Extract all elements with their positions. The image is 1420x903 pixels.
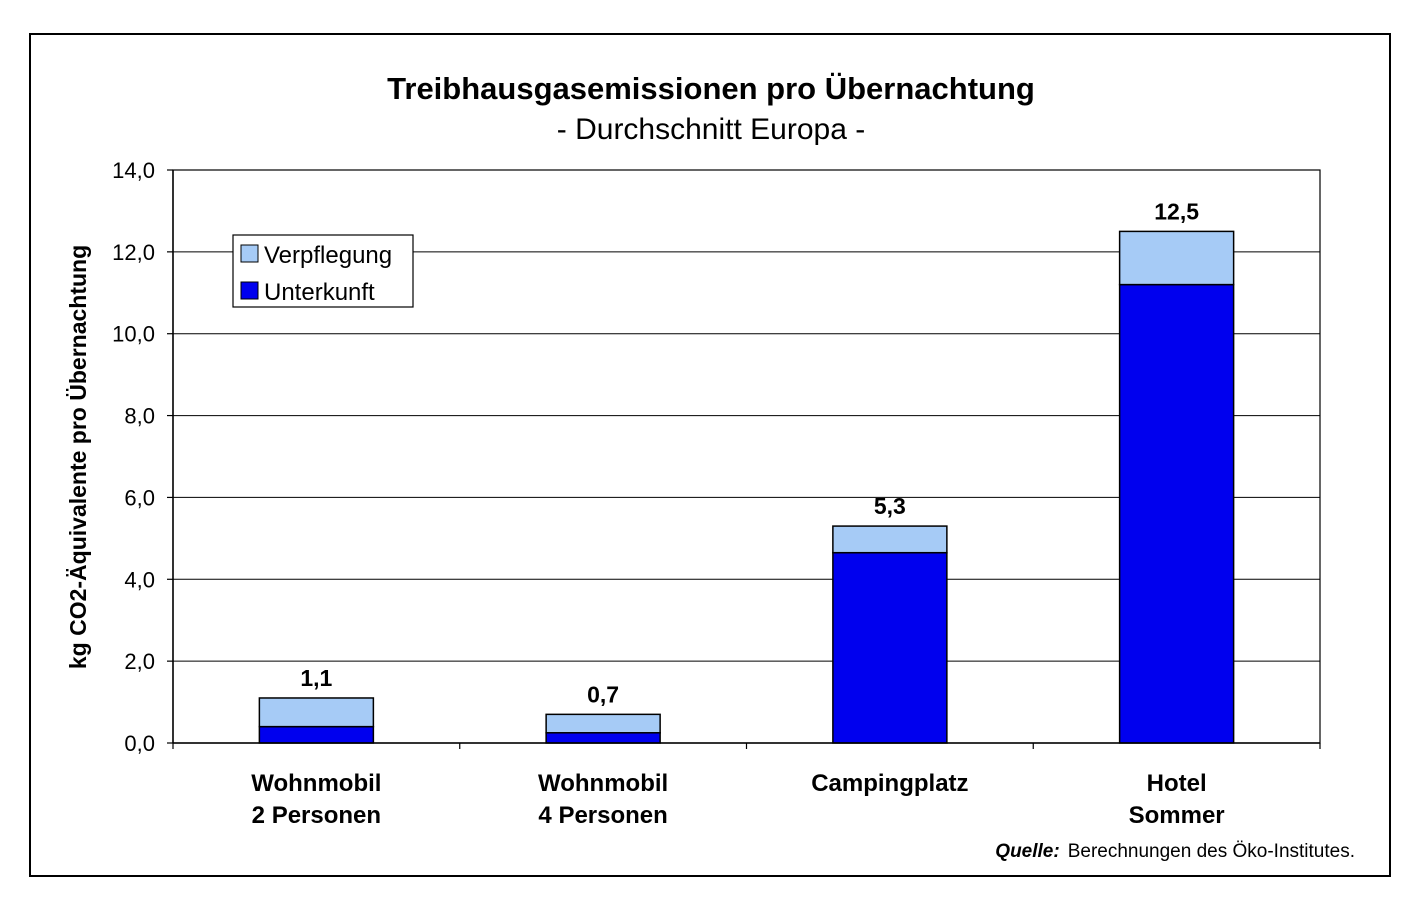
bar-segment-unterkunft — [1118, 283, 1235, 744]
source-text: Berechnungen des Öko-Institutes. — [1068, 841, 1355, 862]
y-tick-labels: 0,0 2,0 4,0 6,0 8,0 10,0 12,0 14,0 — [112, 158, 155, 756]
x-category-label-line: Sommer — [1129, 802, 1225, 829]
y-tick-label: 8,0 — [124, 404, 155, 429]
bar-segment-unterkunft — [545, 732, 661, 744]
x-category-label: Wohnmobil 2 Personen — [251, 770, 381, 829]
legend-swatch-verpflegung — [240, 244, 259, 263]
y-tick-label: 6,0 — [124, 485, 155, 510]
y-tick-label: 14,0 — [112, 158, 155, 183]
data-label-total: 5,3 — [874, 493, 906, 519]
y-tick-label: 2,0 — [124, 649, 155, 674]
bars — [258, 230, 1235, 744]
x-category-label: Wohnmobil 4 Personen — [538, 770, 668, 829]
data-label-total: 0,7 — [587, 681, 619, 707]
x-category-label-line: Hotel — [1147, 770, 1207, 797]
data-label-total: 1,1 — [300, 665, 332, 691]
data-label-total: 12,5 — [1154, 198, 1199, 224]
x-category-label: Campingplatz — [811, 770, 968, 797]
legend-box — [232, 234, 414, 308]
chart-subtitle: - Durchschnitt Europa - — [557, 113, 865, 146]
legend-label-unterkunft: Unterkunft — [264, 279, 375, 306]
source-note: Quelle: Berechnungen des Öko-Institutes. — [995, 841, 1355, 862]
bar-segment-unterkunft — [832, 551, 948, 744]
bar-segment-unterkunft — [258, 725, 375, 744]
axes — [167, 169, 1321, 749]
x-category-label-line: Wohnmobil — [538, 770, 668, 797]
x-category-label-line: 4 Personen — [538, 802, 667, 829]
x-category-label-line: Campingplatz — [811, 770, 968, 797]
y-tick-label: 12,0 — [112, 240, 155, 265]
x-category-label: Hotel Sommer — [1129, 770, 1225, 829]
bar-segment-verpflegung — [545, 713, 661, 734]
legend: Verpflegung Unterkunft — [232, 234, 414, 308]
x-category-label-line: Wohnmobil — [251, 770, 381, 797]
legend-label-verpflegung: Verpflegung — [264, 242, 392, 269]
chart-frame — [29, 33, 1391, 877]
x-category-labels: Wohnmobil 2 Personen Wohnmobil 4 Personen Ca… — [251, 770, 1224, 829]
y-tick-label: 4,0 — [124, 567, 155, 592]
source-label: Quelle: — [995, 841, 1059, 862]
chart-title: Treibhausgasemissionen pro Übernachtung — [387, 71, 1035, 106]
x-category-label-line: 2 Personen — [252, 802, 381, 829]
y-tick-label: 10,0 — [112, 322, 155, 347]
bar-segment-verpflegung — [258, 697, 375, 728]
y-tick-label: 0,0 — [124, 731, 155, 756]
bar-segment-verpflegung — [832, 525, 948, 554]
y-axis-label: kg CO2-Äquivalente pro Übernachtung — [65, 245, 91, 669]
bar-segment-verpflegung — [1118, 230, 1235, 286]
data-labels: 1,1 0,7 5,3 12,5 — [300, 198, 1199, 707]
legend-swatch-unterkunft — [240, 281, 259, 300]
